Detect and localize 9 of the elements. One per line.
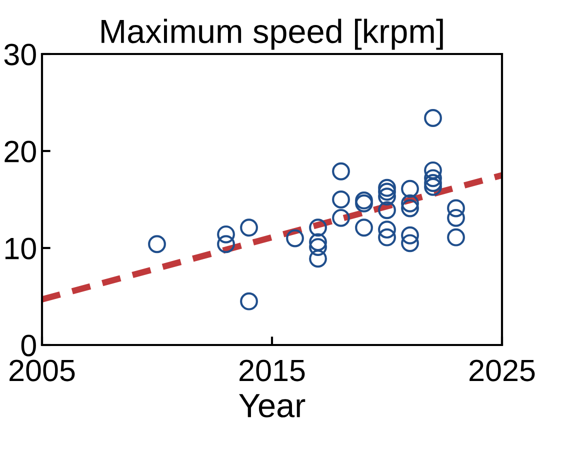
x-axis-title: Year (239, 394, 306, 418)
y-tick-label: 10 (5, 238, 36, 260)
x-tick-label: 2015 (240, 360, 305, 382)
y-tick-label: 20 (4, 140, 36, 162)
x-tick-label: 2005 (10, 360, 75, 382)
y-tick-label: 30 (4, 44, 36, 66)
chart-title: Maximum speed [krpm] (102, 18, 443, 50)
y-tick-label: 0 (21, 334, 36, 356)
x-tick-label: 2025 (470, 360, 535, 382)
